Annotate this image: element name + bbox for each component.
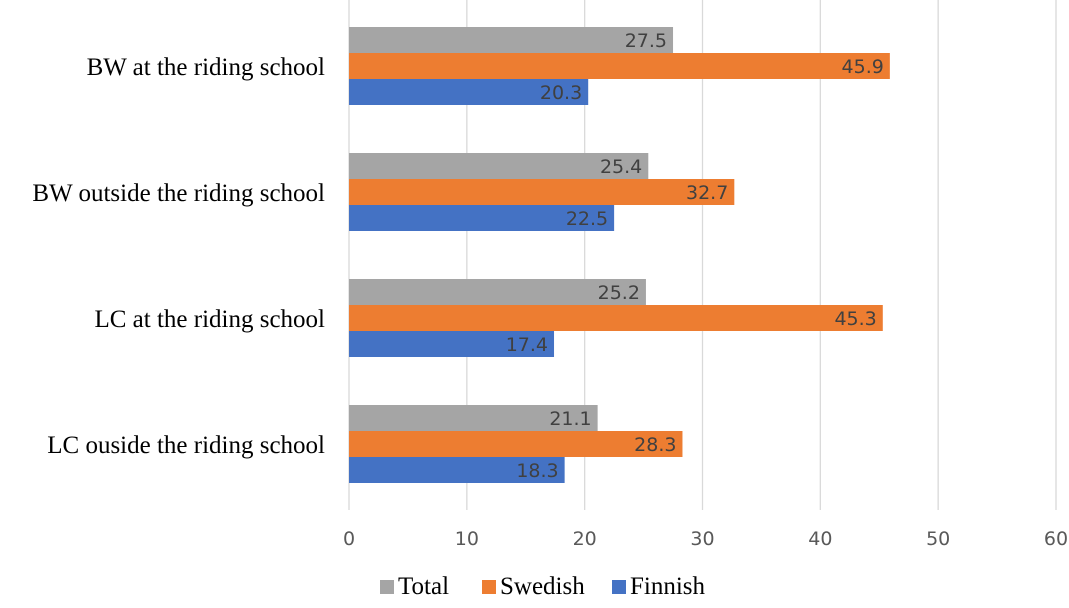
bar-swedish-bw-at-the-riding-school <box>349 53 890 79</box>
x-tick-label-10: 10 <box>455 528 479 550</box>
x-tick-label-40: 40 <box>808 528 832 550</box>
legend: Total Swedish Finnish <box>380 573 706 600</box>
x-tick-label-50: 50 <box>926 528 950 550</box>
legend-swatch-total <box>380 580 394 594</box>
data-label-total-lc-ouside-the-riding-school: 21.1 <box>549 408 591 430</box>
x-axis-ticks: 0 10 20 30 40 50 60 <box>343 528 1068 550</box>
bar-finnish-bw-at-the-riding-school <box>349 79 589 105</box>
bar-finnish-lc-ouside-the-riding-school <box>349 457 565 483</box>
data-label-finnish-bw-at-the-riding-school: 20.3 <box>540 82 582 104</box>
data-label-finnish-lc-at-the-riding-school: 17.4 <box>506 334 548 356</box>
bars <box>349 27 890 483</box>
data-labels: 27.5 45.9 20.3 25.4 32.7 22.5 25.2 45.3 17.4 21.1… <box>506 30 884 482</box>
bar-swedish-lc-ouside-the-riding-school <box>349 431 683 457</box>
data-label-swedish-bw-outside-the-riding-school: 32.7 <box>686 182 728 204</box>
data-label-total-bw-outside-the-riding-school: 25.4 <box>600 156 642 178</box>
bar-total-bw-at-the-riding-school <box>349 27 674 53</box>
bar-swedish-lc-at-the-riding-school <box>349 305 883 331</box>
bar-total-lc-ouside-the-riding-school <box>349 405 598 431</box>
legend-label-total: Total <box>398 573 449 600</box>
category-label-lc-at-the-riding-school: LC at the riding school <box>94 306 325 333</box>
category-labels: BW at the riding school BW outside the ri… <box>32 54 325 459</box>
legend-swatch-swedish <box>482 580 496 594</box>
legend-label-swedish: Swedish <box>500 573 585 600</box>
data-label-total-bw-at-the-riding-school: 27.5 <box>625 30 667 52</box>
category-label-lc-ouside-the-riding-school: LC ouside the riding school <box>47 432 325 459</box>
category-label-bw-outside-the-riding-school: BW outside the riding school <box>32 180 325 207</box>
data-label-finnish-lc-ouside-the-riding-school: 18.3 <box>516 460 558 482</box>
bar-swedish-bw-outside-the-riding-school <box>349 179 735 205</box>
x-tick-label-20: 20 <box>573 528 597 550</box>
bar-finnish-lc-at-the-riding-school <box>349 331 555 357</box>
legend-label-finnish: Finnish <box>630 573 706 600</box>
x-tick-label-0: 0 <box>343 528 355 550</box>
bar-total-bw-outside-the-riding-school <box>349 153 649 179</box>
data-label-swedish-bw-at-the-riding-school: 45.9 <box>842 56 884 78</box>
data-label-finnish-bw-outside-the-riding-school: 22.5 <box>566 208 608 230</box>
x-tick-label-30: 30 <box>690 528 714 550</box>
data-label-swedish-lc-at-the-riding-school: 45.3 <box>834 308 876 330</box>
bar-total-lc-at-the-riding-school <box>349 279 646 305</box>
legend-swatch-finnish <box>612 580 626 594</box>
bar-finnish-bw-outside-the-riding-school <box>349 205 615 231</box>
x-tick-label-60: 60 <box>1044 528 1068 550</box>
data-label-swedish-lc-ouside-the-riding-school: 28.3 <box>634 434 676 456</box>
data-label-total-lc-at-the-riding-school: 25.2 <box>598 282 640 304</box>
category-label-bw-at-the-riding-school: BW at the riding school <box>87 54 325 81</box>
